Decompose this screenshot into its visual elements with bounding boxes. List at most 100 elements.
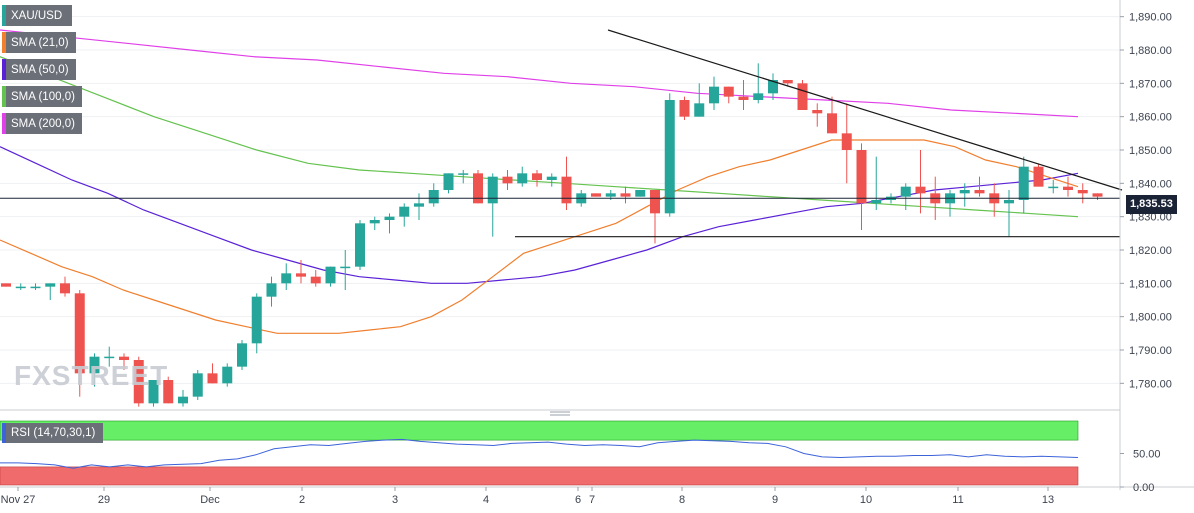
- legend-item[interactable]: SMA (200,0): [2, 113, 82, 134]
- candle-body: [325, 266, 336, 284]
- chart-grid: [0, 16, 1194, 488]
- overbought-zone: [0, 420, 1079, 441]
- candle-body: [635, 190, 646, 197]
- sma-200-line: [0, 29, 1079, 118]
- candle-body: [1063, 186, 1073, 190]
- candle-body: [532, 173, 542, 180]
- candle-body: [163, 380, 174, 404]
- candle-body: [104, 356, 115, 359]
- candle-body: [1048, 186, 1059, 189]
- x-tick-label: 7: [589, 494, 595, 506]
- candle-body: [679, 100, 690, 117]
- candle-body: [1033, 166, 1044, 187]
- candle-body: [89, 356, 100, 374]
- legend-label: XAU/USD: [11, 9, 63, 22]
- y-tick-label: 1,790.00: [1129, 345, 1172, 357]
- candle-body: [178, 396, 188, 404]
- candle-body: [827, 113, 837, 134]
- x-tick-label: Nov 27: [1, 494, 36, 506]
- candle-body: [694, 103, 705, 117]
- candle-body: [222, 366, 233, 384]
- candle-body: [60, 283, 70, 294]
- candle-body: [738, 96, 749, 100]
- watermark: FXSTREET: [14, 360, 169, 391]
- candle-body: [45, 283, 56, 287]
- legend-item[interactable]: SMA (100,0): [2, 86, 82, 107]
- candle-body: [310, 276, 321, 284]
- candle-body: [428, 190, 439, 204]
- candle-body: [650, 190, 660, 214]
- legend-label: SMA (21,0): [11, 36, 69, 49]
- rsi-y-tick-label: 50.00: [1133, 449, 1161, 461]
- legend-swatch: [2, 113, 6, 134]
- y-tick-label: 1,810.00: [1129, 278, 1172, 290]
- rsi-label-text: RSI (14,70,30,1): [11, 427, 96, 439]
- rsi-swatch: [2, 423, 6, 443]
- candle-body: [664, 100, 675, 214]
- candle-body: [782, 80, 793, 84]
- legend-swatch: [2, 59, 6, 80]
- candle-body: [709, 86, 719, 104]
- rsi-panel: 0.00 50.00: [0, 420, 1161, 494]
- candle-body: [753, 93, 764, 100]
- legend: XAU/USD SMA (21,0) SMA (50,0) SMA (100,0) SM…: [2, 5, 82, 140]
- y-tick-label: 1,840.00: [1129, 178, 1172, 190]
- candle-body: [74, 293, 85, 374]
- candle-body: [443, 173, 454, 190]
- x-tick-label: 10: [860, 494, 872, 506]
- x-tick-label: 11: [952, 494, 963, 506]
- x-tick-label: Dec: [200, 494, 220, 506]
- candle-body: [1018, 166, 1029, 200]
- descending-trendline: [607, 29, 1123, 191]
- rsi-y-tick-label: 0.00: [1133, 482, 1154, 494]
- legend-label: SMA (100,0): [11, 90, 75, 103]
- candle-body: [502, 176, 513, 184]
- candle-body: [591, 193, 601, 197]
- candle-body: [15, 286, 26, 289]
- candle-body: [517, 173, 528, 184]
- candle-body: [812, 110, 823, 114]
- candle-body: [458, 173, 469, 175]
- candle-body: [1092, 193, 1103, 197]
- candle-body: [871, 200, 882, 204]
- last-price-tag: 1,835.53: [1126, 195, 1177, 214]
- legend-item[interactable]: SMA (50,0): [2, 59, 76, 80]
- candlestick-series: [1, 63, 1103, 407]
- x-tick-label: 8: [679, 494, 685, 506]
- x-tick-label: 3: [392, 494, 398, 506]
- candle-body: [207, 373, 218, 384]
- candle-body: [414, 203, 424, 207]
- candle-body: [723, 86, 734, 97]
- legend-label: SMA (50,0): [11, 63, 69, 76]
- time-axis: Nov 27 29 Dec 2 3 4 6 7 8 9 10 11 13: [1, 487, 1054, 506]
- legend-swatch: [2, 5, 6, 26]
- candle-body: [768, 80, 778, 94]
- legend-item[interactable]: XAU/USD: [2, 5, 72, 26]
- candle-body: [605, 193, 616, 197]
- legend-label: SMA (200,0): [11, 117, 75, 130]
- legend-swatch: [2, 86, 6, 107]
- candle-body: [251, 296, 262, 344]
- candle-body: [1077, 190, 1088, 194]
- trendline-annotations: [0, 29, 1123, 238]
- y-tick-label: 1,780.00: [1129, 378, 1172, 390]
- y-tick-label: 1,830.00: [1129, 212, 1172, 224]
- sma-50-line: [0, 146, 1079, 284]
- candle-body: [399, 206, 410, 217]
- candle-body: [473, 173, 483, 204]
- y-tick-label: 1,870.00: [1129, 78, 1172, 90]
- candle-body: [915, 186, 926, 194]
- candle-body: [841, 133, 852, 150]
- x-tick-label: 6: [575, 494, 581, 506]
- sma-100-line: [0, 56, 1079, 218]
- candle-body: [369, 220, 380, 224]
- candle-body: [900, 186, 911, 197]
- y-tick-label: 1,860.00: [1129, 112, 1172, 124]
- legend-item[interactable]: SMA (21,0): [2, 32, 76, 53]
- price-axis: 1,780.00 1,790.00 1,800.00 1,810.00 1,820.00…: [1119, 0, 1172, 490]
- x-tick-label: 4: [483, 494, 489, 506]
- rsi-legend-item[interactable]: RSI (14,70,30,1): [2, 423, 104, 443]
- candle-body: [797, 83, 808, 110]
- candle-body: [133, 360, 144, 404]
